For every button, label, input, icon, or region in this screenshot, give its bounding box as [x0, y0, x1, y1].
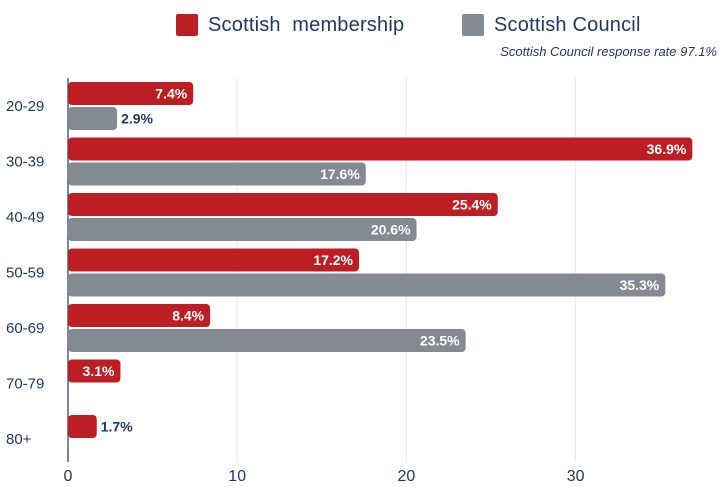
y-tick-label: 80+	[6, 431, 32, 448]
data-label-membership: 17.2%	[313, 252, 353, 268]
data-label-council: 17.6%	[320, 166, 360, 182]
legend-swatch-membership	[176, 14, 198, 36]
y-tick-label: 40-49	[6, 209, 44, 226]
response-rate-note: Scottish Council response rate 97.1%	[500, 44, 717, 59]
bar-membership	[68, 248, 360, 272]
x-tick-label: 30	[567, 468, 585, 485]
bar-membership	[68, 193, 498, 216]
y-tick-label: 30-39	[6, 154, 44, 171]
bar-membership	[68, 82, 194, 105]
data-label-membership: 3.1%	[83, 363, 115, 379]
bar-membership	[68, 415, 97, 438]
x-tick-label: 10	[228, 468, 246, 485]
y-tick-label: 60-69	[6, 320, 44, 337]
legend-label-council: Scottish Council	[494, 13, 641, 36]
data-label-council: 2.9%	[121, 111, 153, 127]
x-tick-label: 20	[398, 468, 416, 485]
bar-council	[68, 162, 366, 186]
data-label-membership: 25.4%	[452, 197, 492, 213]
bar-council	[68, 218, 417, 241]
data-label-council: 35.3%	[620, 277, 660, 293]
bar-membership	[68, 137, 693, 161]
data-label-membership: 1.7%	[101, 419, 133, 435]
legend-item-council: Scottish Council	[462, 12, 641, 38]
data-label-council: 23.5%	[420, 333, 460, 349]
legend-label-membership: Scottish membership	[208, 13, 405, 36]
y-tick-label: 50-59	[6, 265, 44, 282]
x-tick-label: 0	[64, 468, 73, 485]
bar-council	[68, 107, 118, 130]
data-label-council: 20.6%	[371, 222, 411, 238]
bar-council	[68, 273, 666, 297]
legend-item-membership: Scottish membership	[176, 12, 404, 38]
bar-membership	[68, 359, 121, 383]
y-tick-label: 20-29	[6, 98, 44, 115]
data-label-membership: 8.4%	[172, 308, 204, 324]
data-label-membership: 36.9%	[647, 141, 687, 157]
y-tick-label: 70-79	[6, 376, 44, 393]
bar-membership	[68, 304, 211, 327]
data-label-membership: 7.4%	[155, 86, 187, 102]
legend-swatch-council	[462, 14, 484, 36]
bar-council	[68, 329, 466, 352]
